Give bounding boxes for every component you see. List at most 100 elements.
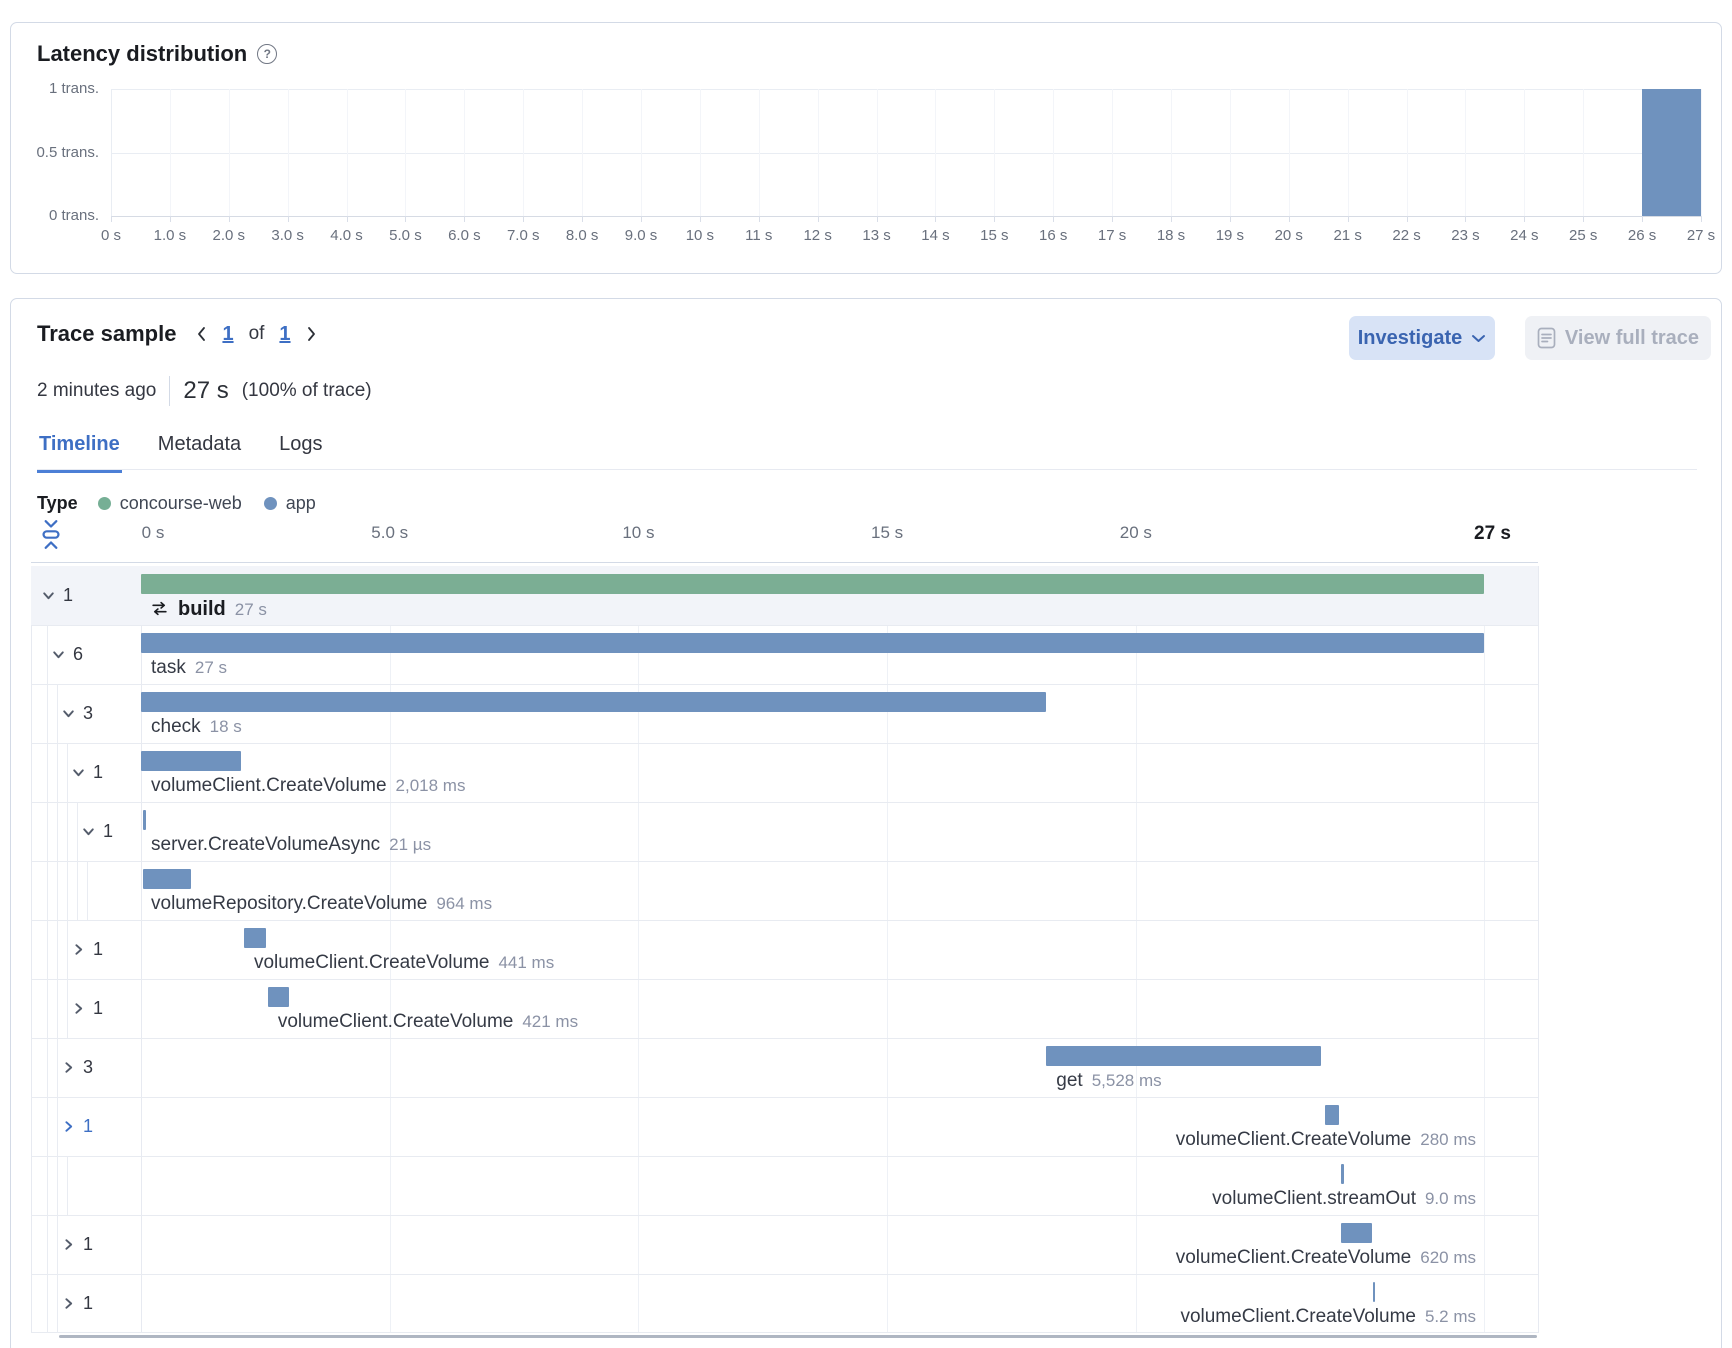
hist-tick-mark bbox=[346, 216, 348, 222]
tab-metadata[interactable]: Metadata bbox=[157, 433, 242, 455]
hist-tick-mark bbox=[1642, 216, 1644, 222]
span-name: server.CreateVolumeAsync bbox=[151, 834, 381, 855]
total-pages-link[interactable]: 1 bbox=[279, 322, 291, 345]
hist-x-tick-label: 17 s bbox=[1097, 227, 1127, 244]
view-full-trace-button[interactable]: View full trace bbox=[1525, 316, 1711, 360]
waterfall-row bbox=[31, 743, 1538, 802]
span-bar[interactable] bbox=[1341, 1223, 1373, 1243]
time-axis-label: 0 s bbox=[141, 523, 165, 542]
hist-tick-mark bbox=[699, 216, 701, 222]
collapse-children-toggle[interactable]: 3 bbox=[61, 684, 93, 743]
span-bar[interactable] bbox=[141, 574, 1484, 594]
span-bar[interactable] bbox=[1046, 1046, 1322, 1066]
hist-tick-mark bbox=[876, 216, 878, 222]
span-bar[interactable] bbox=[143, 810, 146, 830]
expand-children-toggle[interactable]: 1 bbox=[61, 1097, 93, 1156]
hist-tick-mark bbox=[1524, 216, 1526, 222]
hist-vert-gridline bbox=[1524, 89, 1526, 216]
span-name: task bbox=[151, 657, 186, 678]
child-count: 3 bbox=[83, 703, 94, 723]
hist-x-tick-label: 16 s bbox=[1039, 227, 1068, 244]
hist-tick-mark bbox=[1288, 216, 1290, 222]
span-duration: 2,018 ms bbox=[395, 776, 466, 795]
hist-bar[interactable] bbox=[1642, 89, 1701, 216]
waterfall-left-edge bbox=[31, 566, 32, 1333]
span-label[interactable]: get 5,528 ms bbox=[1056, 1070, 1161, 1092]
expand-children-toggle[interactable]: 1 bbox=[71, 979, 103, 1038]
span-bar[interactable] bbox=[141, 751, 242, 771]
hist-vert-gridline bbox=[1053, 89, 1055, 216]
collapse-children-toggle[interactable]: 6 bbox=[51, 625, 83, 684]
hist-vert-gridline bbox=[1701, 89, 1702, 216]
hist-vert-gridline bbox=[817, 89, 819, 216]
collapse-children-toggle[interactable]: 1 bbox=[41, 566, 73, 625]
span-label[interactable]: volumeClient.CreateVolume 421 ms bbox=[278, 1011, 578, 1033]
hist-x-tick-label: 27 s bbox=[1686, 227, 1716, 244]
span-bar[interactable] bbox=[1372, 1282, 1376, 1302]
latency-title: Latency distribution bbox=[37, 41, 248, 66]
span-bar[interactable] bbox=[243, 928, 266, 948]
hist-x-tick-label: 18 s bbox=[1156, 227, 1186, 244]
span-label[interactable]: volumeClient.CreateVolume 2,018 ms bbox=[151, 775, 465, 797]
legend-dot-icon bbox=[263, 497, 277, 510]
span-label[interactable]: volumeClient.CreateVolume 5.2 ms bbox=[1180, 1306, 1476, 1328]
hist-tick-mark bbox=[111, 216, 112, 222]
span-label[interactable]: volumeClient.CreateVolume 441 ms bbox=[254, 952, 554, 974]
hist-vert-gridline bbox=[287, 89, 289, 216]
hierarchy-guide bbox=[47, 1097, 48, 1156]
hist-x-tick-label: 21 s bbox=[1333, 227, 1362, 244]
hierarchy-guide bbox=[47, 743, 48, 802]
axis-divider bbox=[31, 562, 1538, 563]
help-icon[interactable]: ? bbox=[257, 44, 278, 64]
span-label[interactable]: volumeClient.CreateVolume 620 ms bbox=[1176, 1247, 1476, 1269]
span-label[interactable]: volumeRepository.CreateVolume 964 ms bbox=[151, 893, 492, 915]
trace-sample-header: Trace sample 1 of 1 bbox=[37, 321, 317, 347]
hist-vert-gridline bbox=[876, 89, 878, 216]
hist-tick-mark bbox=[405, 216, 407, 222]
trace-tabs: Timeline Metadata Logs bbox=[37, 429, 325, 473]
hierarchy-guide bbox=[87, 861, 88, 920]
hist-tick-mark bbox=[935, 216, 937, 222]
hist-x-tick-label: 0 s bbox=[100, 227, 121, 244]
span-bar[interactable] bbox=[1341, 1164, 1344, 1184]
expand-children-toggle[interactable]: 1 bbox=[71, 920, 103, 979]
chevron-left-icon[interactable] bbox=[196, 325, 207, 343]
span-label[interactable]: server.CreateVolumeAsync 21 µs bbox=[151, 834, 431, 856]
span-bar[interactable] bbox=[1324, 1105, 1339, 1125]
span-bar[interactable] bbox=[141, 692, 1047, 712]
span-bar[interactable] bbox=[143, 869, 192, 889]
tab-timeline[interactable]: Timeline bbox=[37, 429, 122, 473]
expand-children-toggle[interactable]: 1 bbox=[61, 1215, 93, 1274]
waterfall-gridline bbox=[141, 566, 142, 1333]
hist-vert-gridline bbox=[169, 89, 171, 216]
hist-x-tick-label: 1.0 s bbox=[153, 227, 187, 244]
hist-x-tick-label: 13 s bbox=[862, 227, 891, 244]
span-bar[interactable] bbox=[267, 987, 289, 1007]
hierarchy-guide bbox=[67, 1156, 68, 1215]
hist-tick-mark bbox=[1701, 216, 1702, 222]
span-label[interactable]: volumeClient.streamOut 9.0 ms bbox=[1212, 1188, 1476, 1210]
span-duration: 21 µs bbox=[389, 835, 432, 854]
expand-children-toggle[interactable]: 1 bbox=[61, 1274, 93, 1333]
collapse-all-icon[interactable] bbox=[39, 518, 63, 556]
span-label[interactable]: volumeClient.CreateVolume 280 ms bbox=[1176, 1129, 1476, 1151]
collapse-children-toggle[interactable]: 1 bbox=[81, 802, 113, 861]
expand-children-toggle[interactable]: 3 bbox=[61, 1038, 93, 1097]
chevron-right-icon[interactable] bbox=[306, 325, 317, 343]
hierarchy-guide bbox=[57, 1274, 58, 1333]
current-page-link[interactable]: 1 bbox=[222, 322, 234, 345]
hierarchy-guide bbox=[47, 625, 48, 684]
hist-tick-mark bbox=[1053, 216, 1055, 222]
span-label[interactable]: task 27 s bbox=[151, 657, 227, 679]
hist-tick-mark bbox=[287, 216, 289, 222]
span-bar[interactable] bbox=[141, 633, 1484, 653]
hist-y-tick-label: 0 trans. bbox=[48, 207, 99, 224]
span-label[interactable]: check 18 s bbox=[151, 716, 242, 738]
span-label[interactable]: build 27 s bbox=[151, 598, 267, 621]
hierarchy-guide bbox=[47, 684, 48, 743]
investigate-button[interactable]: Investigate bbox=[1349, 316, 1495, 360]
investigate-label: Investigate bbox=[1357, 326, 1463, 349]
tab-logs[interactable]: Logs bbox=[279, 433, 323, 455]
horizontal-scrollbar[interactable] bbox=[59, 1335, 1537, 1338]
collapse-children-toggle[interactable]: 1 bbox=[71, 743, 103, 802]
